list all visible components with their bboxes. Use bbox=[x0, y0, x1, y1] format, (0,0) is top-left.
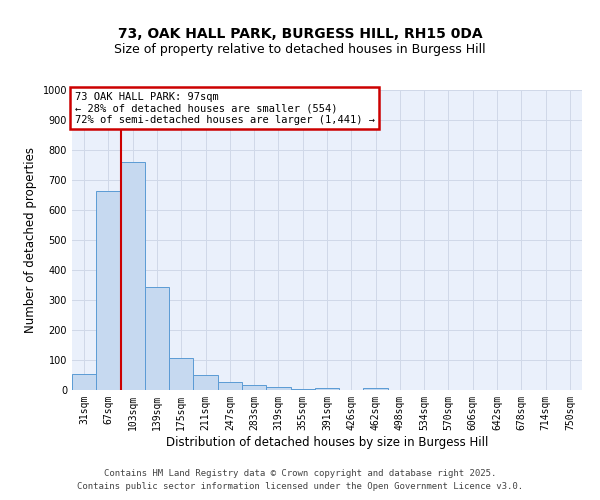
Text: 73 OAK HALL PARK: 97sqm
← 28% of detached houses are smaller (554)
72% of semi-d: 73 OAK HALL PARK: 97sqm ← 28% of detache… bbox=[74, 92, 374, 124]
Bar bbox=[315, 388, 339, 390]
Bar bbox=[72, 374, 96, 390]
Bar bbox=[96, 190, 121, 390]
Bar bbox=[145, 286, 169, 390]
Bar bbox=[364, 388, 388, 390]
Bar bbox=[121, 162, 145, 390]
Text: Size of property relative to detached houses in Burgess Hill: Size of property relative to detached ho… bbox=[114, 42, 486, 56]
Bar bbox=[266, 387, 290, 390]
Text: 73, OAK HALL PARK, BURGESS HILL, RH15 0DA: 73, OAK HALL PARK, BURGESS HILL, RH15 0D… bbox=[118, 28, 482, 42]
X-axis label: Distribution of detached houses by size in Burgess Hill: Distribution of detached houses by size … bbox=[166, 436, 488, 448]
Y-axis label: Number of detached properties: Number of detached properties bbox=[24, 147, 37, 333]
Bar bbox=[169, 358, 193, 390]
Bar bbox=[242, 385, 266, 390]
Bar bbox=[193, 375, 218, 390]
Bar bbox=[290, 388, 315, 390]
Bar bbox=[218, 382, 242, 390]
Text: Contains HM Land Registry data © Crown copyright and database right 2025.: Contains HM Land Registry data © Crown c… bbox=[104, 468, 496, 477]
Text: Contains public sector information licensed under the Open Government Licence v3: Contains public sector information licen… bbox=[77, 482, 523, 491]
